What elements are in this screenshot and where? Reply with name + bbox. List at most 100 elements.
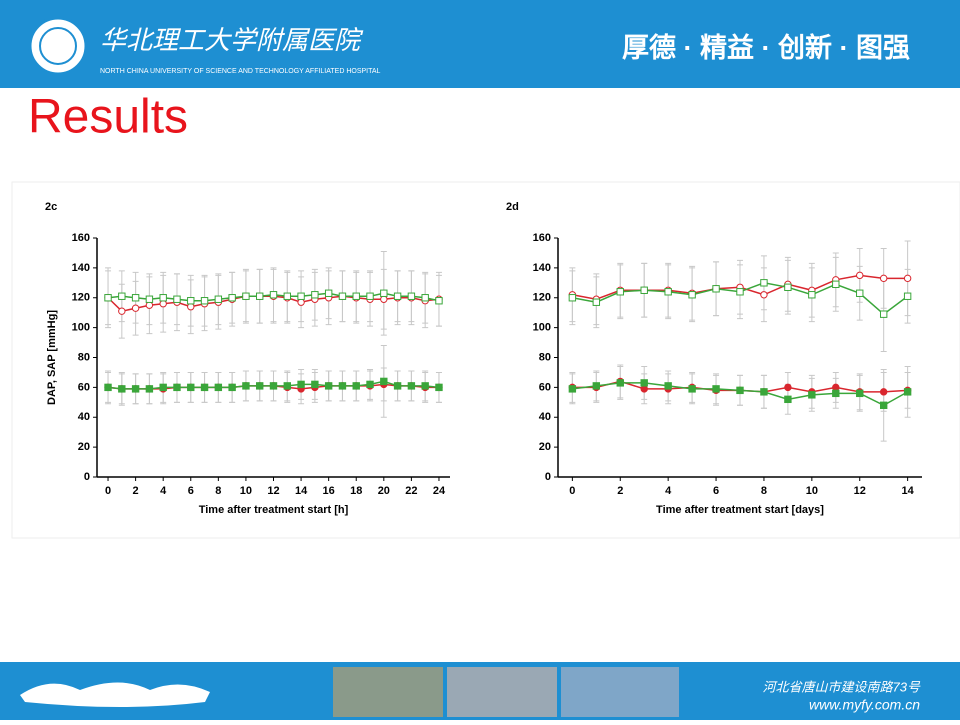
logo-ring [39, 27, 77, 65]
data-point [664, 288, 672, 296]
data-point [640, 379, 648, 387]
y-tick-label: 40 [539, 411, 551, 423]
data-point [568, 385, 577, 393]
data-point [131, 385, 140, 393]
data-point [903, 274, 912, 283]
data-point [228, 294, 236, 302]
data-point [688, 385, 696, 393]
y-tick-label: 80 [539, 351, 551, 363]
data-point [200, 383, 209, 392]
data-point [131, 304, 140, 312]
data-point [832, 389, 840, 398]
x-tick-label: 6 [188, 485, 194, 497]
data-point [568, 294, 577, 302]
x-tick-label: 8 [761, 485, 767, 497]
footer-photo [333, 667, 443, 717]
data-point [118, 307, 126, 315]
data-point [131, 294, 140, 302]
data-point [297, 298, 305, 306]
data-point [784, 283, 792, 291]
data-point [640, 385, 648, 393]
data-point [200, 297, 209, 305]
footer-ornament [20, 682, 210, 707]
slide-title: Results [28, 91, 188, 144]
data-point [256, 292, 264, 300]
data-point [421, 382, 429, 390]
data-point [145, 385, 154, 393]
x-tick-label: 16 [323, 485, 335, 497]
y-tick-label: 100 [72, 322, 90, 334]
logo [28, 16, 88, 76]
y-tick-label: 100 [533, 322, 551, 334]
y-tick-label: 20 [539, 441, 551, 453]
data-point [228, 383, 236, 392]
data-point [903, 292, 912, 300]
data-point [338, 292, 347, 300]
y-tick-label: 0 [545, 471, 551, 483]
data-point [808, 391, 816, 399]
motto: 厚德 · 精益 · 创新 · 图强 [622, 32, 910, 63]
data-point [640, 286, 648, 294]
x-tick-label: 12 [267, 485, 279, 497]
data-point [380, 289, 388, 297]
data-point [736, 288, 744, 296]
data-point [380, 295, 388, 303]
data-point [435, 383, 443, 392]
data-point [366, 380, 374, 389]
data-point [712, 385, 720, 393]
y-tick-label: 60 [78, 381, 90, 393]
data-point [159, 300, 167, 308]
y-tick-label: 120 [533, 292, 551, 304]
data-point [269, 291, 278, 299]
y-tick-label: 40 [78, 411, 90, 423]
x-axis-label: Time after treatment start [days] [656, 504, 824, 516]
x-tick-label: 4 [160, 485, 167, 497]
x-tick-label: 14 [295, 485, 308, 497]
x-tick-label: 14 [902, 485, 915, 497]
y-tick-label: 160 [533, 232, 551, 244]
data-point [297, 292, 305, 300]
data-point [269, 382, 278, 390]
data-point [173, 295, 181, 303]
x-tick-label: 10 [806, 485, 818, 497]
data-point [616, 288, 624, 296]
data-point [393, 292, 402, 300]
data-point [664, 382, 672, 390]
data-point [421, 294, 429, 302]
data-point [311, 291, 319, 299]
data-point [879, 388, 888, 396]
data-point [214, 383, 223, 392]
data-point [159, 383, 167, 392]
x-tick-label: 2 [617, 485, 623, 497]
data-point [808, 291, 816, 299]
x-tick-label: 22 [405, 485, 417, 497]
x-tick-label: 10 [240, 485, 252, 497]
data-point [856, 389, 864, 398]
data-point [283, 382, 291, 390]
data-point [338, 382, 347, 390]
data-point [380, 377, 388, 386]
data-point [159, 294, 167, 302]
website: www.myfy.com.cn [809, 697, 920, 713]
data-point [118, 385, 126, 393]
data-point [242, 382, 250, 390]
data-point [688, 291, 696, 299]
data-point [297, 380, 305, 389]
data-point [879, 401, 888, 410]
x-tick-label: 4 [665, 485, 672, 497]
y-tick-label: 60 [539, 381, 551, 393]
address: 河北省唐山市建设南路73号 [763, 679, 921, 694]
data-point [592, 298, 601, 306]
data-point [435, 297, 443, 305]
y-tick-label: 140 [72, 262, 90, 274]
data-point [187, 383, 195, 392]
footer-photo [561, 667, 679, 717]
data-point [283, 292, 291, 300]
x-axis-label: Time after treatment start [h] [199, 504, 349, 516]
data-point [832, 383, 840, 392]
data-point [856, 289, 864, 297]
data-point [187, 297, 195, 305]
data-point [856, 271, 864, 280]
data-point [242, 292, 250, 300]
